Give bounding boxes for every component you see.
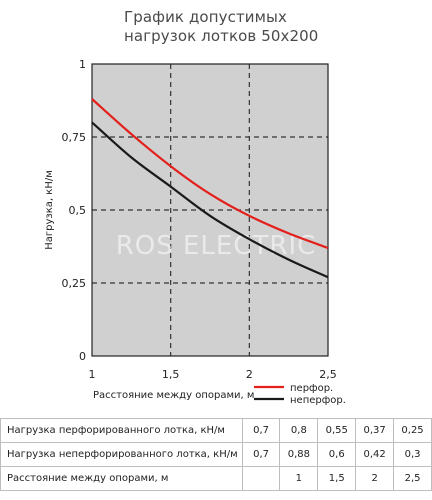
table-cell: [241, 466, 281, 491]
table-cell: 2,5: [393, 466, 432, 491]
legend-label-1: перфор.: [290, 383, 333, 394]
table-cell: 0,55: [317, 418, 357, 443]
table-cell: 2: [355, 466, 395, 491]
x-axis-label: Расстояние между опорами, м: [93, 390, 254, 401]
y-axis-label: Нагрузка, кН/м: [44, 170, 55, 249]
y-tick-label: 1: [79, 58, 86, 71]
y-tick-label: 0,25: [62, 277, 87, 290]
y-tick-label: 0,5: [69, 204, 87, 217]
table-row-label: Нагрузка перфорированного лотка, кН/м: [0, 418, 243, 443]
table-cell: 0,88: [279, 442, 319, 467]
table-cell: 0,25: [393, 418, 432, 443]
series-line-1: [91, 98, 329, 250]
legend-label-2: неперфор.: [290, 395, 346, 406]
table-row-label: Расстояние между опорами, м: [0, 466, 243, 491]
table-cell: 0,6: [317, 442, 357, 467]
table-row: Расстояние между опорами, м 1 1,5 2 2,5: [0, 466, 432, 491]
x-tick-label: 2: [246, 368, 253, 381]
y-tick-label: 0,75: [62, 131, 87, 144]
plot-frame: [91, 63, 329, 357]
watermark-text: ROS ELECTRIC: [116, 231, 317, 261]
table-cell: 0,7: [241, 442, 281, 467]
table-cell: 1,5: [317, 466, 357, 491]
x-tick-label: 1,5: [162, 368, 180, 381]
table-cell: 0,7: [241, 418, 281, 443]
table-row-label: Нагрузка неперфорированного лотка, кН/м: [0, 442, 243, 467]
table-cell: 0,42: [355, 442, 395, 467]
table-cell: 0,37: [355, 418, 395, 443]
table-row: Нагрузка неперфорированного лотка, кН/м 0…: [0, 442, 432, 467]
x-tick-label: 2,5: [319, 368, 337, 381]
x-tick-label: 1: [89, 368, 96, 381]
table-cell: 0,3: [393, 442, 432, 467]
chart-title-line-1: График допустимых: [124, 8, 287, 26]
y-tick-label: 0: [79, 350, 86, 363]
load-chart: ROS ELECTRIC 1 1,5 2 2,5 0 0,25 0,5 0,75 1 Расстоя…: [44, 58, 346, 406]
series-line-2: [91, 121, 329, 279]
table-cell: 1: [279, 466, 319, 491]
chart-title-line-2: нагрузок лотков 50х200: [124, 27, 319, 45]
load-table: Нагрузка перфорированного лотка, кН/м 0,7…: [0, 418, 432, 491]
table-row: Нагрузка перфорированного лотка, кН/м 0,7…: [0, 418, 432, 443]
chart-title: График допустимых нагрузок лотков 50х200: [124, 8, 318, 46]
table-cell: 0,8: [279, 418, 319, 443]
